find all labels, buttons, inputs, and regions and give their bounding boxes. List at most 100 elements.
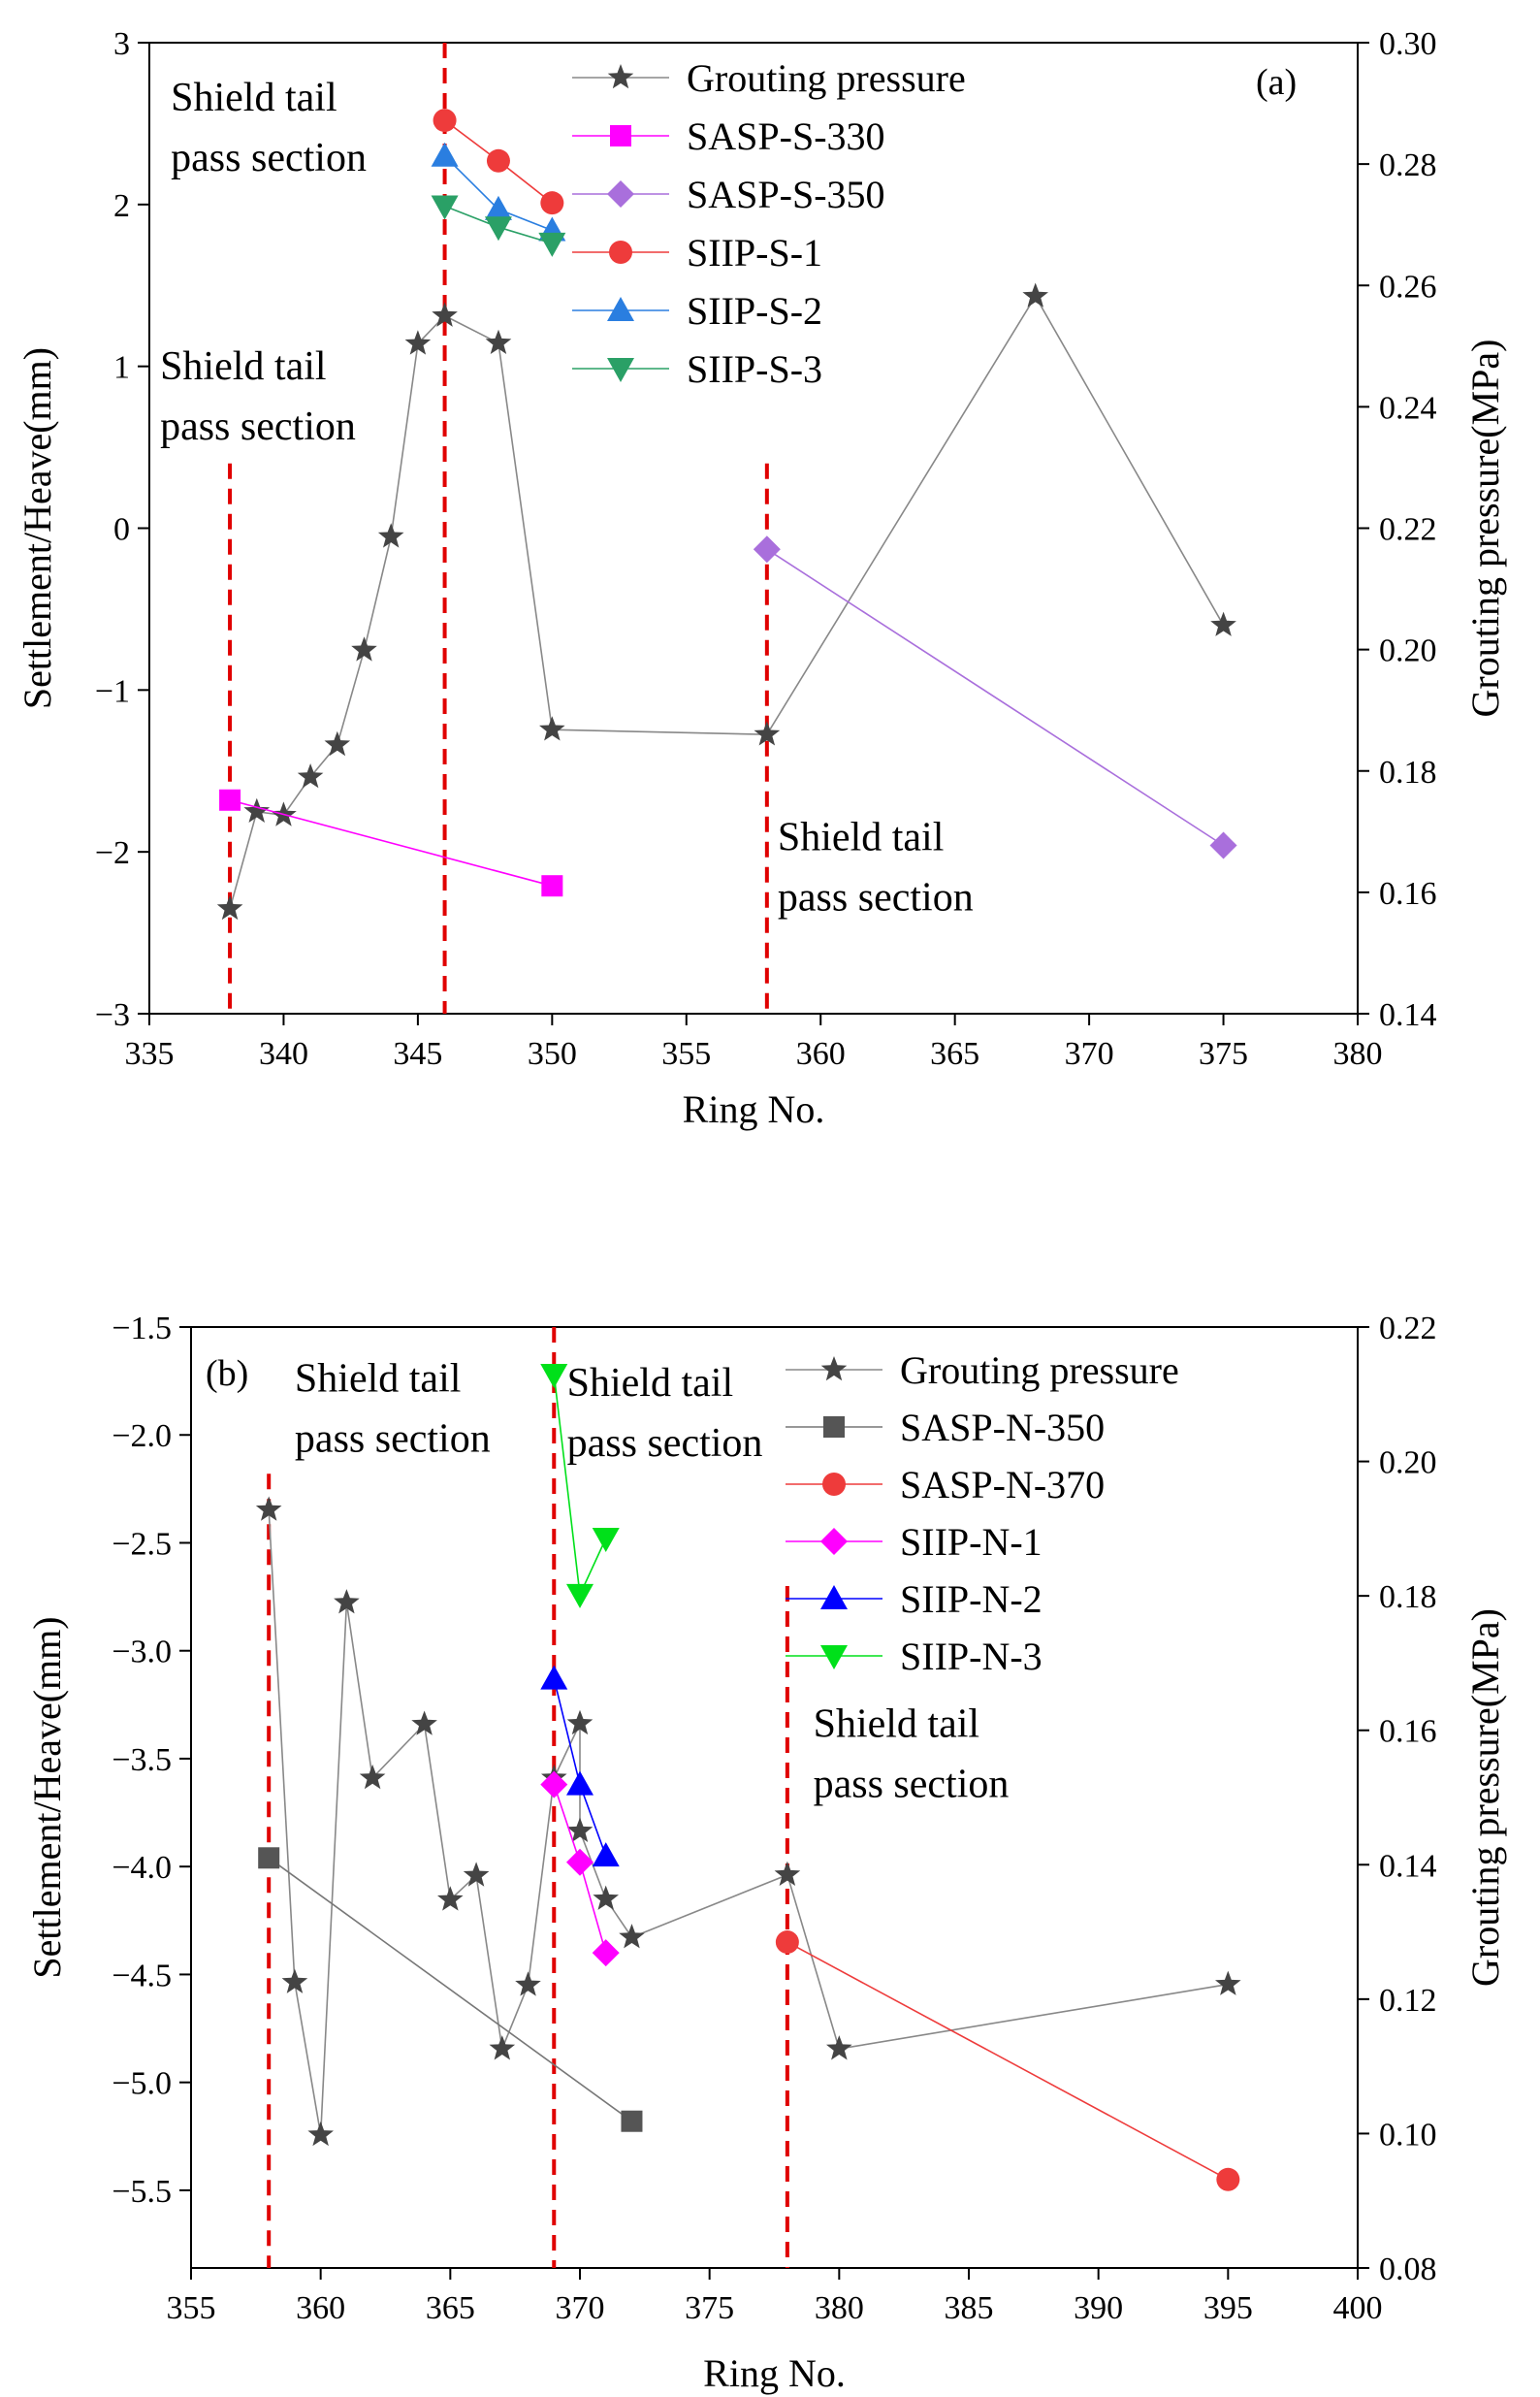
series-siip-s-3 — [431, 195, 566, 257]
y-left-tick-label: 0 — [113, 512, 130, 548]
y-right-axis-label: Grouting pressure(MPa) — [1463, 1608, 1507, 1987]
series-sasp-s-330 — [219, 789, 563, 897]
legend-marker — [820, 1645, 848, 1669]
x-tick-label: 375 — [1199, 1036, 1248, 1072]
legend-label: SIIP-S-2 — [687, 289, 822, 333]
annotation-text: Shield tail — [160, 344, 327, 389]
y-right-tick-label: 0.30 — [1379, 26, 1437, 62]
x-axis-label: Ring No. — [683, 1087, 825, 1131]
data-point — [281, 1968, 308, 1993]
data-point — [515, 1971, 541, 1996]
y-left-tick-label: 1 — [113, 350, 130, 386]
y-right-tick-label: 0.28 — [1379, 147, 1437, 183]
y-right-axis-label: Grouting pressure(MPa) — [1463, 340, 1507, 718]
legend-marker — [607, 297, 634, 321]
legend-marker — [610, 125, 631, 146]
data-point — [566, 1848, 594, 1876]
data-point — [592, 1528, 620, 1553]
data-point — [489, 2035, 516, 2060]
x-tick-label: 390 — [1074, 2290, 1123, 2326]
legend-marker — [820, 1585, 848, 1609]
y-right-tick-label: 0.26 — [1379, 269, 1437, 305]
series-grouting-pressure — [216, 282, 1236, 921]
series-sasp-s-350 — [753, 535, 1237, 859]
legend-marker — [609, 241, 632, 264]
data-point — [1216, 2167, 1240, 2191]
data-point — [334, 1589, 360, 1614]
data-point — [775, 1930, 799, 1955]
y-left-tick-label: −5.5 — [112, 2174, 172, 2210]
data-point — [540, 1363, 568, 1388]
data-point — [484, 216, 512, 242]
y-right-tick-label: 0.20 — [1379, 633, 1437, 669]
annotation-text: pass section — [814, 1763, 1010, 1807]
y-left-tick-label: 2 — [113, 188, 130, 224]
chart-panel-a: 335 340 345 350 355 360 365 370 375 380 −3 −2 −1 0 1 2 3… — [16, 26, 1507, 1131]
x-tick-label: 345 — [393, 1036, 442, 1072]
series-line — [268, 1509, 1229, 2135]
legend-label: Grouting pressure — [687, 56, 966, 100]
annotation-text: Shield tail — [814, 1702, 980, 1747]
data-point — [540, 1665, 568, 1690]
data-point — [538, 232, 566, 257]
series-siip-n-2 — [540, 1665, 620, 1867]
y-left-tick-label: −1 — [95, 673, 130, 709]
y-left-tick-label: 3 — [113, 26, 130, 62]
y-left-tick-label: −2.0 — [112, 1418, 172, 1454]
legend-label: SASP-N-370 — [900, 1463, 1105, 1506]
data-point — [307, 2121, 334, 2147]
data-point — [566, 1709, 594, 1735]
data-point — [1210, 611, 1236, 636]
y-right-tick-label: 0.10 — [1379, 2117, 1437, 2153]
annotation-text: pass section — [567, 1421, 763, 1466]
x-tick-label: 360 — [296, 2290, 345, 2326]
panel-label: (b) — [206, 1353, 248, 1394]
y-right-tick-label: 0.14 — [1379, 997, 1437, 1033]
data-point — [432, 302, 458, 327]
plot-frame — [190, 1326, 1359, 2269]
data-point — [826, 2035, 852, 2060]
legend-marker — [823, 1416, 845, 1438]
legend-marker — [820, 1528, 848, 1555]
x-tick-label: 400 — [1333, 2290, 1383, 2326]
data-point — [297, 763, 324, 789]
data-point — [484, 195, 512, 220]
series-grouting-pressure — [255, 1496, 1241, 2147]
annotation-text: pass section — [160, 405, 356, 449]
x-tick-label: 380 — [1333, 1036, 1383, 1072]
legend-marker — [607, 180, 634, 208]
data-point — [216, 894, 243, 921]
series-line — [229, 294, 1225, 910]
x-tick-label: 340 — [259, 1036, 308, 1072]
annotation-text: Shield tail — [295, 1357, 462, 1402]
series-line — [766, 548, 1225, 847]
legend-label: SASP-S-330 — [687, 114, 885, 158]
x-tick-label: 355 — [661, 1036, 711, 1072]
data-point — [621, 2110, 643, 2132]
y-left-tick-label: −3 — [95, 997, 130, 1033]
y-right-tick-label: 0.16 — [1379, 876, 1437, 912]
annotation-text: Shield tail — [778, 815, 945, 859]
series-siip-n-1 — [540, 1770, 620, 1967]
data-point — [324, 730, 351, 757]
series-line — [229, 799, 553, 887]
data-point — [1215, 1970, 1241, 1995]
data-point — [566, 1583, 594, 1608]
data-point — [540, 1770, 568, 1798]
data-point — [377, 523, 404, 548]
y-left-tick-label: −1.5 — [112, 1311, 172, 1346]
data-point — [485, 329, 512, 354]
data-point — [753, 535, 781, 564]
x-tick-label: 335 — [125, 1036, 175, 1072]
annotation-text: Shield tail — [567, 1361, 734, 1406]
y-right-tick-label: 0.14 — [1379, 1848, 1437, 1884]
annotation-text: Shield tail — [171, 76, 337, 120]
legend-marker — [822, 1473, 846, 1496]
data-point — [486, 148, 510, 173]
series-sasp-n-350 — [258, 1847, 643, 2132]
data-point — [359, 1764, 386, 1790]
y-left-tick-label: −4.5 — [112, 1958, 172, 1993]
data-point — [431, 195, 459, 220]
data-point — [540, 191, 564, 215]
